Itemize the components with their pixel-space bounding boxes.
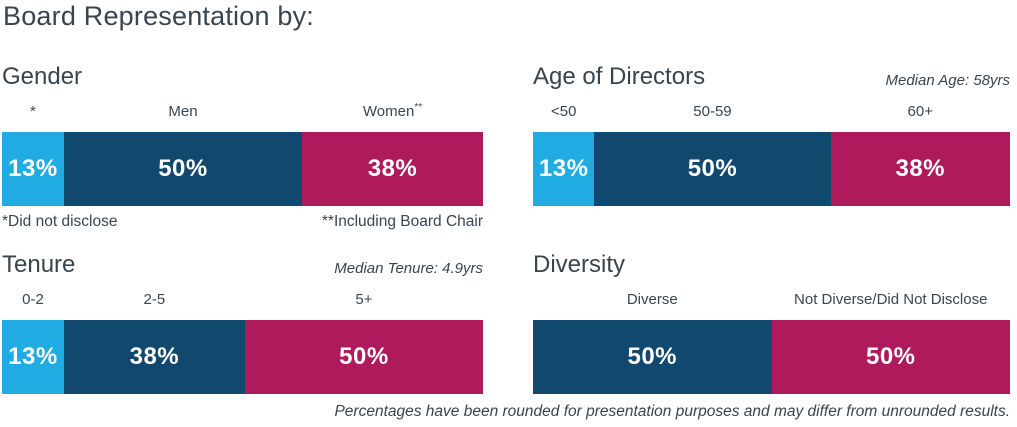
category-label: Women** <box>362 102 423 121</box>
bar-segment: 50% <box>63 132 303 206</box>
chart-title-age: Age of Directors <box>533 62 706 90</box>
category-label: 2-5 <box>143 291 166 308</box>
chart-diversity: Diversity Diverse Not Diverse/Did Not Dis… <box>533 247 1010 394</box>
chart-tenure: Tenure Median Tenure: 4.9yrs 0-2 2-5 5+ 13… <box>2 247 483 394</box>
category-labels-row: 0-2 2-5 5+ <box>2 290 483 309</box>
category-label: Men <box>168 103 198 120</box>
category-label: 50-59 <box>693 103 732 120</box>
page-title: Board Representation by: <box>3 1 314 31</box>
bar-segment: 38% <box>302 132 483 206</box>
category-label: 5+ <box>355 291 373 308</box>
category-label: 60+ <box>907 103 933 120</box>
stacked-bar-gender: 13% 50% 38% <box>2 132 483 206</box>
chart-title-tenure: Tenure <box>2 250 76 278</box>
chart-header: Age of Directors Median Age: 58yrs <box>533 59 1010 90</box>
chart-title-diversity: Diversity <box>533 250 626 278</box>
category-labels-row: Diverse Not Diverse/Did Not Disclose <box>533 290 1010 309</box>
chart-header: Diversity <box>533 247 1010 278</box>
bar-segment: 13% <box>2 132 64 206</box>
stacked-bar-tenure: 13% 38% 50% <box>2 320 483 394</box>
chart-age-of-directors: Age of Directors Median Age: 58yrs <50 50… <box>533 59 1010 206</box>
chart-gender: Gender * Men Women** 13% 50% 38% *Did not di… <box>2 59 483 231</box>
footnote-marker: ** <box>414 102 423 113</box>
median-age-note: Median Age: 58yrs <box>885 72 1010 89</box>
bar-segment: 13% <box>2 320 64 394</box>
category-label: Diverse <box>626 291 678 308</box>
bar-segment: 50% <box>771 320 1010 394</box>
chart-title-gender: Gender <box>2 62 83 90</box>
bar-segment: 50% <box>533 320 772 394</box>
footnote-including-board-chair: **Including Board Chair <box>321 213 483 230</box>
stacked-bar-diversity: 50% 50% <box>533 320 1010 394</box>
category-labels-row: * Men Women** <box>2 102 483 121</box>
bar-segment: 13% <box>533 132 595 206</box>
chart-footnotes: *Did not disclose **Including Board Chai… <box>2 213 483 231</box>
median-tenure-note: Median Tenure: 4.9yrs <box>334 260 483 277</box>
chart-header: Gender <box>2 59 483 90</box>
bar-segment: 38% <box>63 320 245 394</box>
bar-segment: 50% <box>594 132 831 206</box>
category-label: Not Diverse/Did Not Disclose <box>794 291 988 308</box>
bar-segment: 38% <box>830 132 1010 206</box>
footnote-did-not-disclose: *Did not disclose <box>2 213 118 230</box>
rounding-disclaimer: Percentages have been rounded for presen… <box>334 403 1010 420</box>
category-label: 0-2 <box>22 291 44 308</box>
stacked-bar-age: 13% 50% 38% <box>533 132 1010 206</box>
category-label: <50 <box>550 103 577 120</box>
chart-header: Tenure Median Tenure: 4.9yrs <box>2 247 483 278</box>
bar-segment: 50% <box>244 320 483 394</box>
category-labels-row: <50 50-59 60+ <box>533 102 1010 121</box>
category-label: * <box>30 103 36 120</box>
